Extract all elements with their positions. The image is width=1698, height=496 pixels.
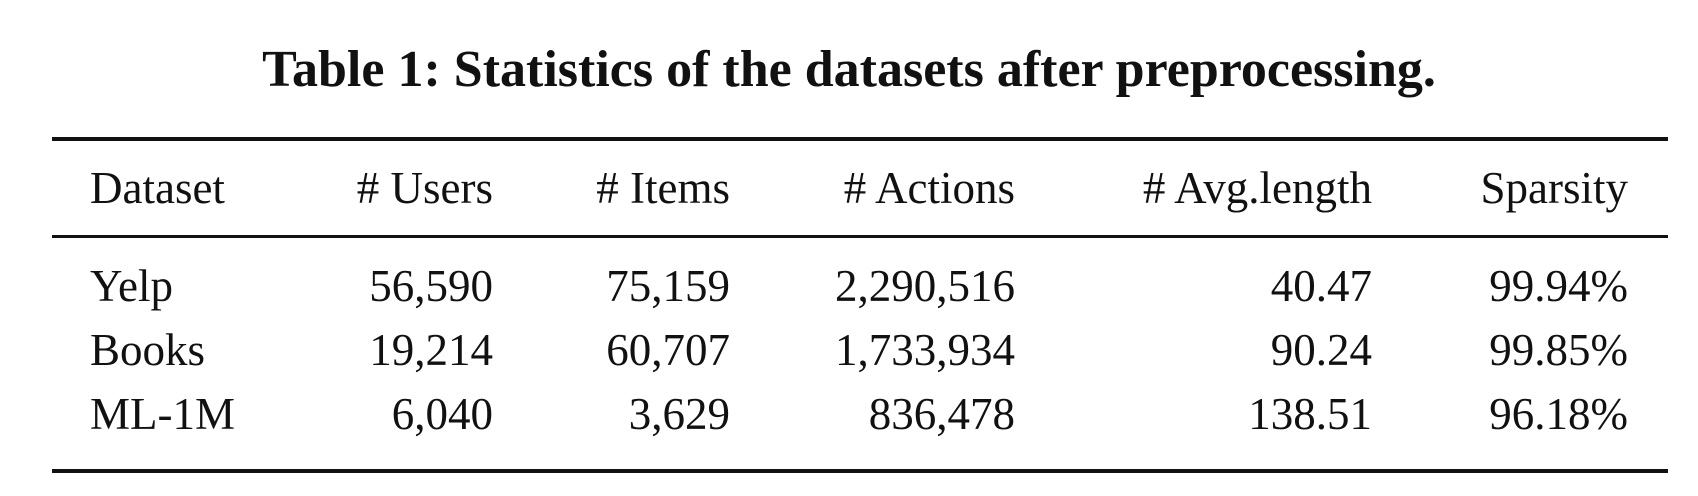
header-cell: Dataset: [90, 163, 225, 213]
top-rule: [52, 137, 1668, 141]
table-cell: 138.51: [1248, 389, 1372, 439]
header-cell: # Items: [596, 163, 730, 213]
table-cell: 56,590: [369, 261, 493, 311]
table-cell: 75,159: [606, 261, 730, 311]
table-cell: 6,040: [391, 389, 493, 439]
table-cell: ML-1M: [90, 389, 235, 439]
table-cell: Books: [90, 325, 206, 375]
table-cell: 96.18%: [1489, 389, 1628, 439]
bottom-rule: [52, 469, 1668, 473]
header-cell: # Actions: [843, 163, 1015, 213]
table-cell: 90.24: [1270, 325, 1372, 375]
table-cell: 19,214: [369, 325, 493, 375]
table-cell: 2,290,516: [835, 261, 1015, 311]
table-cell: 836,478: [868, 389, 1015, 439]
table-cell: 1,733,934: [835, 325, 1015, 375]
header-cell: # Users: [356, 163, 493, 213]
table-cell: 99.85%: [1489, 325, 1628, 375]
table-caption: Table 1: Statistics of the datasets afte…: [262, 41, 1436, 98]
table-cell: 40.47: [1270, 261, 1372, 311]
table-cell: 99.94%: [1489, 261, 1628, 311]
table-cell: 3,629: [628, 389, 730, 439]
header-cell: # Avg.length: [1142, 163, 1372, 213]
header-cell: Sparsity: [1480, 163, 1628, 213]
table-cell: 60,707: [606, 325, 730, 375]
table-cell: Yelp: [90, 261, 173, 311]
mid-rule: [52, 235, 1668, 238]
